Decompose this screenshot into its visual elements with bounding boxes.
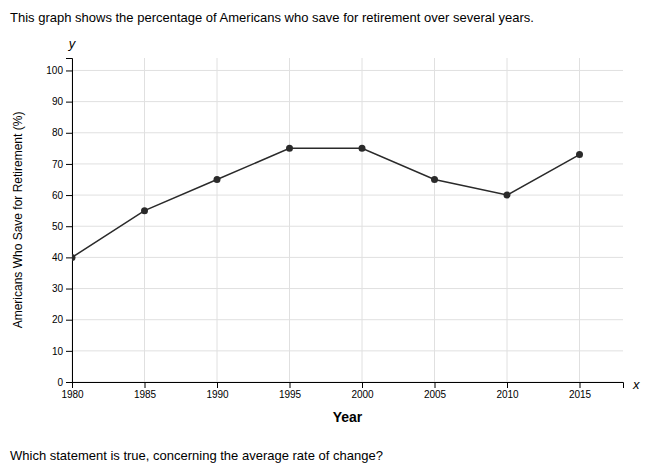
y-tick-label: 40 [52,252,64,263]
y-tick-mark [66,70,72,71]
grid-line-y [72,319,623,320]
y-tick-mark [66,351,72,352]
grid-line-y [72,288,623,289]
grid-line-x [289,58,290,382]
grid-line-x [217,58,218,382]
x-tick-mark [580,382,581,388]
y-tick: 90 [52,96,72,107]
y-tick-label: 30 [52,283,64,294]
y-tick-mark [66,320,72,321]
grid-line-y [72,132,623,133]
y-tick-label: 20 [52,314,64,325]
x-tick: 1995 [279,382,302,400]
grid-line-y [72,70,623,71]
x-axis: 1980 1985 1990 1995 2000 2005 2010 2015 [61,382,623,400]
y-tick-label: 10 [52,346,64,357]
y-tick-label: 70 [52,159,64,170]
y-tick: 80 [52,127,72,138]
y-tick: 70 [52,159,72,170]
y-tick: 60 [52,190,72,201]
y-tick: 10 [52,346,72,357]
y-tick-label: 80 [52,127,64,138]
y-axis-end-label: y [68,36,77,51]
point [72,254,76,261]
grid-line-x [507,58,508,382]
y-tick-mark [66,257,72,258]
x-tick: 1990 [206,382,229,400]
y-tick-label: 0 [57,377,63,388]
x-axis-title: Year [333,409,363,425]
plot: 1980 1985 1990 1995 2000 2005 2010 2015 0 10 20 30 4… [46,36,640,425]
y-tick: 40 [52,252,72,263]
grid-line-x [362,58,363,382]
y-tick-mark [66,382,72,383]
point [359,145,366,152]
x-tick-mark [290,382,291,388]
grid-line-y [72,350,623,351]
chart: This graph shows the percentage of Ameri… [0,0,663,474]
y-tick: 20 [52,314,72,325]
x-tick-mark [145,382,146,388]
line [72,148,580,257]
grid-line-x [434,58,435,382]
y-tick-label: 60 [52,190,64,201]
y-tick: 50 [52,221,72,232]
marks [72,145,583,261]
grid-line-x [579,58,580,382]
grid-line-y [72,257,623,258]
point [431,176,438,183]
x-tick-label: 2015 [569,389,592,400]
x-axis-line [73,383,624,389]
y-tick-label: 50 [52,221,64,232]
grid [72,58,623,382]
x-tick: 2005 [424,382,447,400]
y-tick-mark [66,226,72,227]
y-tick-mark [66,133,72,134]
grid-line-x [144,58,145,382]
y-tick-mark [66,102,72,103]
y-tick-label: 100 [46,65,63,76]
y-axis-title: Americans Who Save for Retirement (%) [11,112,25,329]
bottom-text: Which statement is true, concerning the … [10,448,383,463]
x-tick-mark [507,382,508,388]
y-tick-mark [66,195,72,196]
x-tick-label: 2000 [351,389,374,400]
grid-line-y [72,195,623,196]
y-tick-label: 90 [52,96,64,107]
point [576,151,583,158]
point [286,145,293,152]
x-tick-mark [435,382,436,388]
grid-line-y [72,163,623,164]
x-tick-mark [362,382,363,388]
x-tick: 2015 [569,382,592,400]
grid-line-y [72,101,623,102]
y-tick-mark [66,289,72,290]
x-tick: 1980 [61,382,84,400]
x-tick: 1985 [134,382,157,400]
x-tick: 2010 [496,382,519,400]
x-tick-label: 2010 [496,389,519,400]
y-axis: 0 10 20 30 40 50 60 70 80 90 100 [46,59,72,388]
x-tick-label: 1985 [134,389,157,400]
x-tick: 2000 [351,382,374,400]
y-tick-mark [66,164,72,165]
point [141,207,148,214]
x-tick-label: 1995 [279,389,302,400]
y-tick: 100 [46,65,72,76]
point [214,176,221,183]
x-tick-label: 2005 [424,389,447,400]
title: This graph shows the percentage of Ameri… [10,10,534,25]
x-axis-end-label: x [632,377,640,392]
x-tick-label: 1980 [61,389,84,400]
y-axis-line [66,59,73,383]
grid-line-y [72,226,623,227]
y-tick: 0 [57,377,72,388]
x-tick-mark [217,382,218,388]
y-tick: 30 [52,283,72,294]
point [504,192,511,199]
x-tick-label: 1990 [206,389,229,400]
